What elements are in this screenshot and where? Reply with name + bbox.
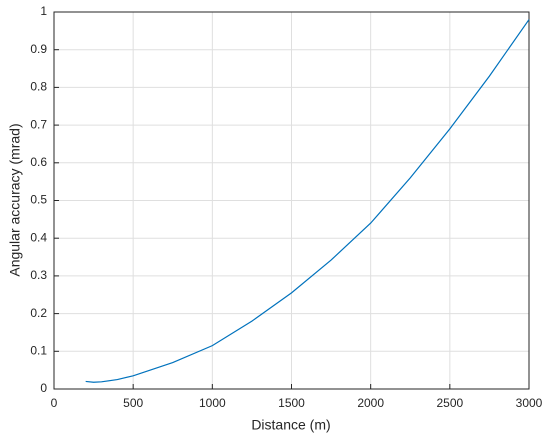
x-tick-label: 1000: [199, 396, 226, 410]
y-tick-label: 0.9: [30, 42, 47, 56]
x-tick-label: 2500: [436, 396, 463, 410]
y-tick-label: 0.2: [30, 306, 47, 320]
x-tick-label: 1500: [278, 396, 305, 410]
y-tick-label: 0.7: [30, 117, 47, 131]
y-tick-label: 0.4: [30, 230, 47, 244]
y-tick-label: 0.6: [30, 155, 47, 169]
y-tick-label: 0.5: [30, 193, 47, 207]
x-axis-label: Distance (m): [251, 417, 330, 433]
x-tick-label: 500: [123, 396, 143, 410]
y-tick-label: 0.3: [30, 268, 47, 282]
x-tick-label: 0: [51, 396, 58, 410]
plot-frame: [53, 11, 530, 390]
y-tick-label: 1: [40, 4, 47, 18]
y-tick-label: 0.8: [30, 80, 47, 94]
y-tick-label: 0: [40, 381, 47, 395]
x-tick-label: 2000: [357, 396, 384, 410]
y-axis-label: Angular accuracy (mrad): [7, 123, 23, 276]
y-tick-label: 0.1: [30, 343, 47, 357]
data-line: [85, 19, 530, 383]
x-tick-label: 3000: [516, 396, 543, 410]
